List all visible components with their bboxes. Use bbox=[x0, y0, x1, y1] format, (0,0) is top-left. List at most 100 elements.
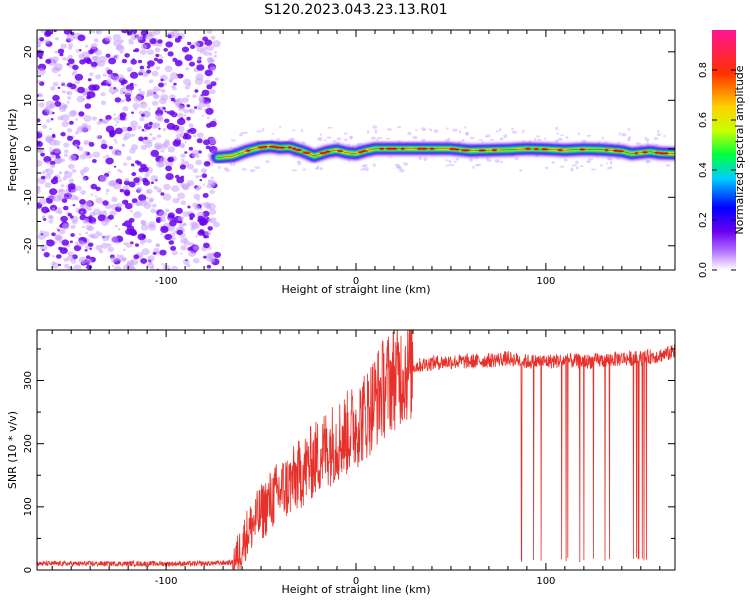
noise-blob bbox=[58, 246, 63, 251]
snr-panel: -100 0 100 0 100 200 300 Height of straight li… bbox=[6, 329, 676, 596]
noise-blob bbox=[95, 74, 101, 80]
colorbar-tick-label: 0.0 bbox=[698, 262, 709, 278]
noise-blob bbox=[183, 78, 191, 86]
noise-blob bbox=[452, 128, 458, 132]
noise-blob bbox=[469, 136, 475, 140]
noise-blob bbox=[163, 48, 168, 52]
noise-blob bbox=[90, 193, 94, 196]
noise-blob bbox=[98, 249, 104, 254]
noise-blob bbox=[148, 139, 153, 144]
noise-blob bbox=[162, 107, 166, 110]
noise-blob bbox=[64, 170, 69, 174]
noise-blob bbox=[105, 157, 114, 165]
noise-blob bbox=[407, 131, 412, 136]
noise-blob bbox=[130, 126, 137, 131]
noise-blob bbox=[150, 208, 157, 214]
noise-blob bbox=[121, 58, 127, 64]
noise-blob bbox=[171, 250, 178, 256]
noise-blob bbox=[107, 180, 116, 187]
noise-blob bbox=[81, 173, 84, 176]
noise-blob bbox=[92, 159, 97, 163]
noise-blob bbox=[78, 233, 82, 236]
noise-blob bbox=[146, 190, 150, 193]
noise-blob bbox=[412, 135, 418, 140]
noise-blob bbox=[42, 124, 48, 129]
noise-blob bbox=[205, 107, 214, 115]
noise-blob bbox=[120, 99, 125, 103]
noise-blob bbox=[128, 181, 136, 188]
noise-blob bbox=[297, 161, 302, 166]
noise-blob bbox=[150, 149, 160, 157]
noise-blob bbox=[157, 39, 163, 44]
noise-blob bbox=[372, 163, 376, 167]
noise-blob bbox=[291, 169, 297, 172]
noise-blob bbox=[103, 210, 107, 213]
noise-blob bbox=[174, 60, 183, 67]
noise-blob bbox=[182, 183, 190, 191]
noise-blob bbox=[332, 140, 337, 143]
noise-blob bbox=[183, 223, 187, 227]
noise-blob bbox=[609, 166, 613, 169]
noise-blob bbox=[171, 185, 180, 193]
noise-blob bbox=[82, 225, 85, 229]
noise-blob bbox=[154, 142, 163, 150]
noise-blob bbox=[605, 162, 609, 165]
noise-blob bbox=[395, 164, 401, 169]
noise-blob bbox=[160, 192, 165, 196]
noise-blob bbox=[586, 160, 591, 164]
noise-blob bbox=[607, 167, 612, 170]
noise-blob bbox=[37, 118, 41, 123]
noise-blob bbox=[177, 105, 185, 112]
noise-blob bbox=[165, 165, 173, 172]
noise-blob bbox=[360, 168, 364, 171]
noise-blob bbox=[499, 161, 504, 163]
noise-blob bbox=[76, 95, 85, 103]
noise-blob bbox=[423, 157, 428, 161]
noise-blob bbox=[158, 82, 164, 88]
noise-blob bbox=[218, 165, 221, 170]
noise-blob bbox=[52, 94, 60, 102]
noise-blob bbox=[160, 56, 164, 59]
noise-blob bbox=[148, 79, 154, 84]
noise-blob bbox=[176, 112, 184, 119]
noise-blob bbox=[180, 153, 186, 158]
noise-blob bbox=[63, 263, 70, 269]
noise-blob bbox=[519, 169, 523, 172]
colorbar-ticks: 0.0 0.2 0.4 0.6 0.8 bbox=[698, 62, 736, 278]
noise-blob bbox=[157, 58, 164, 64]
noise-blob bbox=[129, 210, 133, 213]
noise-blob bbox=[141, 248, 150, 256]
noise-blob bbox=[495, 130, 499, 133]
noise-blob bbox=[230, 139, 236, 142]
noise-blob bbox=[58, 179, 62, 183]
noise-blob bbox=[105, 53, 111, 58]
noise-blob bbox=[61, 105, 67, 110]
noise-blob bbox=[126, 260, 135, 267]
noise-blob bbox=[210, 35, 216, 40]
noise-blob bbox=[180, 200, 186, 205]
noise-blob bbox=[621, 132, 627, 137]
noise-blob bbox=[45, 135, 53, 142]
noise-blob bbox=[199, 49, 205, 54]
noise-blob bbox=[133, 211, 142, 219]
noise-blob bbox=[53, 30, 57, 33]
noise-blob bbox=[194, 89, 199, 93]
noise-blob bbox=[37, 50, 44, 58]
noise-blob bbox=[144, 173, 150, 178]
noise-blob bbox=[74, 196, 80, 201]
noise-blob bbox=[145, 94, 149, 98]
noise-blob bbox=[195, 175, 200, 179]
noise-blob bbox=[208, 61, 212, 65]
noise-blob bbox=[430, 128, 433, 132]
noise-blob bbox=[100, 100, 107, 106]
noise-blob bbox=[206, 44, 214, 51]
noise-blob bbox=[193, 134, 197, 138]
noise-blob bbox=[70, 110, 78, 116]
noise-blob bbox=[126, 66, 133, 72]
noise-blob bbox=[181, 158, 184, 162]
noise-blob bbox=[196, 138, 203, 144]
noise-blob bbox=[100, 82, 106, 86]
noise-blob bbox=[38, 197, 47, 205]
noise-blob bbox=[111, 196, 118, 202]
noise-blob bbox=[84, 103, 92, 109]
